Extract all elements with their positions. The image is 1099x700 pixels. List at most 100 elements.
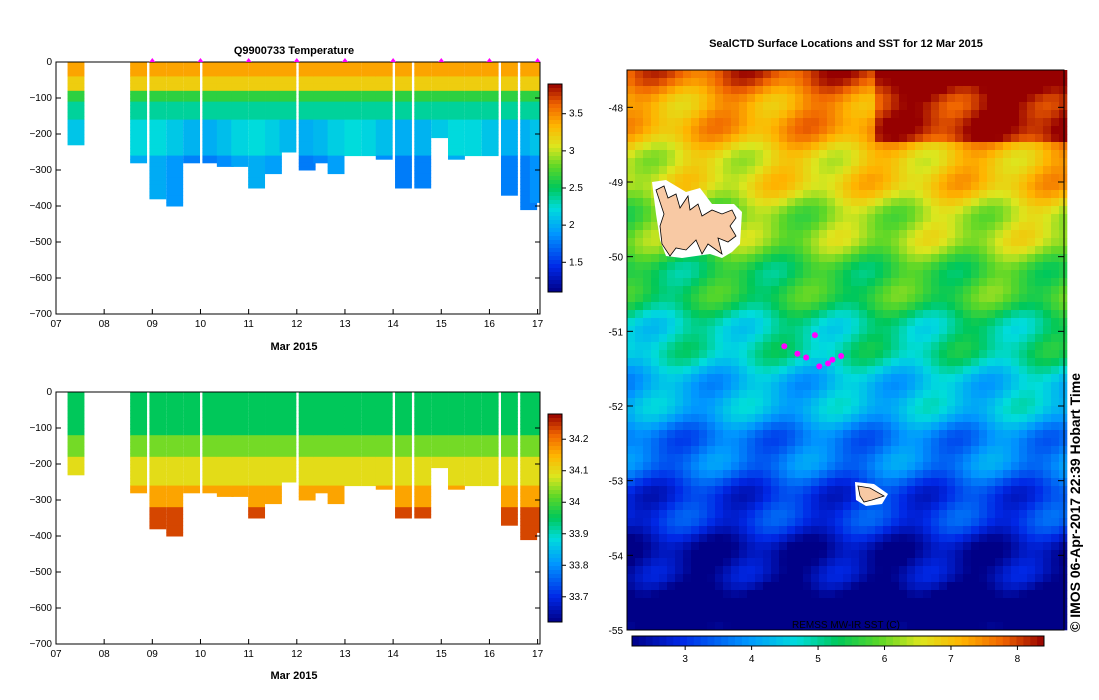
sst-cell — [691, 262, 700, 271]
section-cell — [202, 438, 220, 443]
sst-cell — [699, 374, 708, 383]
sst-cell — [787, 350, 796, 359]
sst-cell — [643, 182, 652, 191]
sst-cell — [979, 262, 988, 271]
sst-cell — [883, 374, 892, 383]
section-cell — [395, 417, 412, 422]
sst-cell — [659, 358, 668, 367]
sst-cell — [787, 510, 796, 519]
colorbar-segment — [548, 614, 562, 619]
section-cell — [248, 471, 266, 476]
section-cell — [529, 402, 541, 407]
sst-cell — [1035, 134, 1044, 143]
sst-cell — [1011, 158, 1020, 167]
section-cell — [431, 72, 449, 77]
section-cell — [414, 105, 432, 110]
sst-cell — [827, 86, 836, 95]
sst-cell — [899, 326, 908, 335]
sst-cell — [875, 430, 884, 439]
sst-cell — [987, 310, 996, 319]
sst-cell — [715, 310, 724, 319]
colorbar-segment — [548, 148, 562, 153]
sst-cell — [995, 422, 1004, 431]
sst-cell — [755, 166, 764, 175]
sst-cell — [795, 102, 804, 111]
sst-cell — [979, 238, 988, 247]
sst-cell — [787, 294, 796, 303]
colorbar-segment — [548, 526, 562, 531]
sst-cell — [835, 390, 844, 399]
sst-cell — [731, 70, 740, 79]
sst-cell — [771, 238, 780, 247]
sst-cell — [827, 246, 836, 255]
section-cell — [500, 72, 518, 77]
section-cell — [298, 435, 316, 440]
section-cell — [520, 420, 538, 425]
sst-cell — [755, 214, 764, 223]
section-cell — [231, 485, 249, 490]
section-cell — [248, 489, 266, 494]
sst-cell — [867, 126, 876, 135]
sst-cell — [1043, 182, 1052, 191]
sst-cell — [851, 222, 860, 231]
sst-cell — [691, 462, 700, 471]
sst-cell — [1019, 454, 1028, 463]
sst-cell — [1019, 214, 1028, 223]
section-cell — [183, 83, 201, 88]
sst-cell — [763, 438, 772, 447]
sst-cell — [915, 430, 924, 439]
sst-cell — [675, 150, 684, 159]
section-cell — [149, 489, 167, 494]
sst-cell — [899, 206, 908, 215]
section-cell — [529, 435, 541, 440]
sst-cell — [659, 150, 668, 159]
sst-cell — [1035, 398, 1044, 407]
sst-cell — [819, 126, 828, 135]
section-cell — [327, 65, 345, 70]
section-cell — [149, 510, 167, 515]
sst-cell — [739, 262, 748, 271]
sst-cell — [747, 86, 756, 95]
sst-cell — [699, 350, 708, 359]
sst-cell — [1019, 318, 1028, 327]
sst-cell — [795, 78, 804, 87]
sst-cell — [899, 158, 908, 167]
sst-cell — [987, 390, 996, 399]
section-cell — [248, 159, 266, 164]
sst-cell — [867, 262, 876, 271]
sst-cell — [747, 142, 756, 151]
section-cell — [520, 191, 538, 196]
sst-cell — [923, 110, 932, 119]
sst-cell — [787, 222, 796, 231]
sst-cell — [715, 382, 724, 391]
sst-cell — [1011, 326, 1020, 335]
colorbar-segment — [548, 550, 562, 555]
section-cell — [265, 130, 282, 135]
section-cell — [500, 105, 518, 110]
sst-cell — [627, 494, 636, 503]
section-cell — [130, 399, 148, 404]
sst-cell — [787, 174, 796, 183]
sst-cell — [1059, 126, 1068, 135]
section-cell — [183, 449, 201, 454]
sst-cell — [851, 414, 860, 423]
sst-cell — [659, 382, 668, 391]
sst-cell — [875, 462, 884, 471]
sst-cell — [795, 262, 804, 271]
sst-cell — [1051, 422, 1060, 431]
section-cell — [448, 87, 465, 92]
section-cell — [67, 101, 85, 106]
sst-cell — [931, 510, 940, 519]
section-cell — [231, 410, 249, 415]
sst-cell — [739, 526, 748, 535]
sst-cell — [963, 310, 972, 319]
sst-cell — [691, 438, 700, 447]
section-cell — [361, 65, 379, 70]
sst-cell — [715, 278, 724, 287]
sst-cell — [923, 166, 932, 175]
section-cell — [202, 428, 220, 433]
sst-cell — [1019, 222, 1028, 231]
section-cell — [248, 101, 266, 106]
section-cell — [327, 417, 345, 422]
sst-cell — [891, 158, 900, 167]
